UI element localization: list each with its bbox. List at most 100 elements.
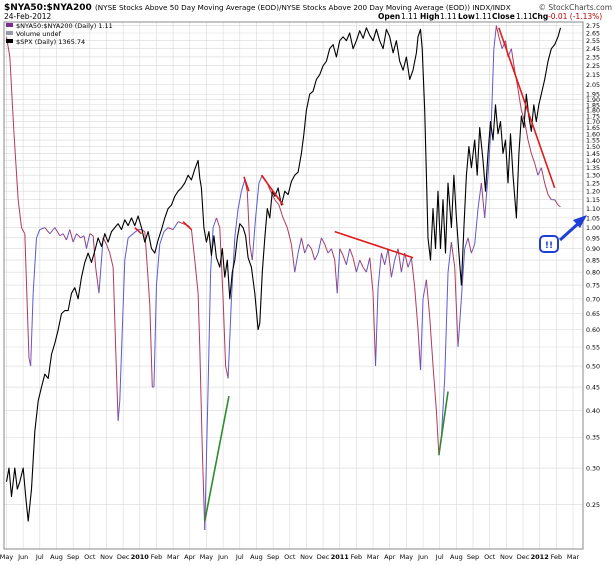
x-tick-label: Mar <box>367 553 380 561</box>
x-tick-label: Oct <box>84 553 96 561</box>
ratio-series-segment <box>372 293 377 367</box>
x-tick-label: Feb <box>151 553 163 561</box>
ratio-series-segment <box>127 233 134 239</box>
watermark: © StockCharts.com <box>538 3 612 12</box>
x-tick-label: Jun <box>217 553 228 561</box>
y-tick-label: 0.45 <box>586 385 600 392</box>
x-tick-label: Oct <box>284 553 296 561</box>
chart-date: 24-Feb-2012 <box>4 12 52 21</box>
x-tick-label: Nov <box>100 553 113 561</box>
x-tick-label: Oct <box>484 553 496 561</box>
ratio-series-segment <box>199 346 203 450</box>
y-tick-label: 1.35 <box>586 165 600 172</box>
ratio-series-segment <box>270 190 276 200</box>
y-tick-label: 1.10 <box>586 206 600 213</box>
ratio-series-segment <box>194 260 199 294</box>
x-tick-label: Apr <box>184 553 196 561</box>
ratio-series-segment <box>294 253 299 273</box>
ratio-series-segment <box>240 179 246 192</box>
ratio-series-segment <box>324 244 329 254</box>
y-tick-label: 0.70 <box>586 296 600 303</box>
y-tick-label: 0.80 <box>586 270 600 277</box>
plot-frame <box>3 21 584 550</box>
ratio-series-segment <box>167 227 174 231</box>
ratio-series-segment <box>342 255 347 265</box>
ratio-series-segment <box>432 365 437 411</box>
y-tick-label: 0.25 <box>586 502 600 509</box>
ratio-series-segment <box>470 244 476 254</box>
ratio-series-segment <box>9 56 15 134</box>
ratio-series-segment <box>400 253 406 273</box>
y-tick-label: 0.95 <box>586 235 600 242</box>
annotation-callout: !! <box>539 215 587 253</box>
y-tick-label: 0.75 <box>586 283 600 290</box>
ratio-series-segment <box>17 199 22 228</box>
y-tick-label: 1.60 <box>586 131 600 138</box>
legend-item-spx: $SPX (Daily) 1365.74 <box>16 38 85 46</box>
ratio-series-segment <box>339 248 344 256</box>
x-tick-label: Nov <box>500 553 513 561</box>
grid <box>4 22 583 549</box>
ratio-series-segment <box>495 25 500 37</box>
y-tick-label: 1.80 <box>586 108 600 115</box>
y-tick-label: 2.45 <box>586 46 600 53</box>
x-tick-label: Aug <box>50 553 63 561</box>
ratio-series-segment <box>234 208 239 238</box>
legend-item-ratio: $NYA50:$NYA200 (Daily) 1.11 <box>16 22 113 30</box>
ratio-series-segment <box>72 233 77 243</box>
y-tick-label: 0.35 <box>586 435 600 442</box>
legend-swatch-spx <box>6 39 13 43</box>
ratio-series-segment <box>225 365 229 379</box>
ratio-series-segment <box>487 121 492 176</box>
ratio-series-segment <box>334 260 338 294</box>
trendlines <box>134 27 556 522</box>
ratio-series-segment <box>255 182 260 218</box>
ratio-series-segment <box>177 221 184 225</box>
ratio-series-segment <box>80 235 85 239</box>
ratio-series-segment <box>69 229 74 243</box>
ratio-series-segment <box>159 231 165 245</box>
x-tick-label: Apr <box>384 553 396 561</box>
ratio-series-segment <box>544 182 549 195</box>
y-tick-label: 2.35 <box>586 54 600 61</box>
ratio-series-segment <box>417 329 422 371</box>
y-tick-label: 1.25 <box>586 181 600 188</box>
ratio-series-segment <box>440 378 446 438</box>
x-tick-label: May <box>200 553 214 561</box>
ratio-series-segment <box>59 233 64 237</box>
ratio-series-segment <box>420 298 424 371</box>
high-label: High <box>420 12 440 21</box>
ratio-series-segment <box>464 237 469 249</box>
ratio-series-segment <box>493 25 497 49</box>
ratio-series-segment <box>477 182 482 209</box>
ratio-series-segment <box>36 229 41 239</box>
ratio-series-segment <box>13 133 19 200</box>
x-tick-label: Jul <box>35 553 44 561</box>
ratio-series-segment <box>62 233 67 241</box>
y-tick-label: 1.65 <box>586 125 600 132</box>
trendline-red <box>334 230 414 259</box>
ratio-series-segment <box>251 217 257 261</box>
ratio-series-segment <box>219 227 224 299</box>
chg-label: Chg <box>532 12 548 21</box>
x-tick-label: Feb <box>351 553 363 561</box>
y-tick-label: 1.75 <box>586 113 600 120</box>
ratio-series-segment <box>39 227 46 231</box>
x-tick-label: Dec <box>317 553 330 561</box>
ratio-series-segment <box>190 229 196 261</box>
ratio-series-segment <box>510 48 516 71</box>
ratio-series-segment <box>290 244 296 273</box>
y-tick-label: 1.15 <box>586 197 600 204</box>
ratio-series-segment <box>278 204 284 219</box>
x-tick-label: 2011 <box>331 553 350 561</box>
annotation-arrow-shaft <box>558 220 582 242</box>
legend-item-volume: Volume undef <box>16 30 62 38</box>
ratio-series-segment <box>534 163 539 176</box>
ratio-series-segment <box>369 257 374 294</box>
ratio-series-segment <box>327 248 332 254</box>
y-tick-label: 0.60 <box>586 327 600 334</box>
y-tick-label: 1.55 <box>586 138 600 145</box>
x-tick-label: Sep <box>467 553 479 561</box>
legend: $NYA50:$NYA200 (Daily) 1.11 Volume undef… <box>6 22 113 46</box>
